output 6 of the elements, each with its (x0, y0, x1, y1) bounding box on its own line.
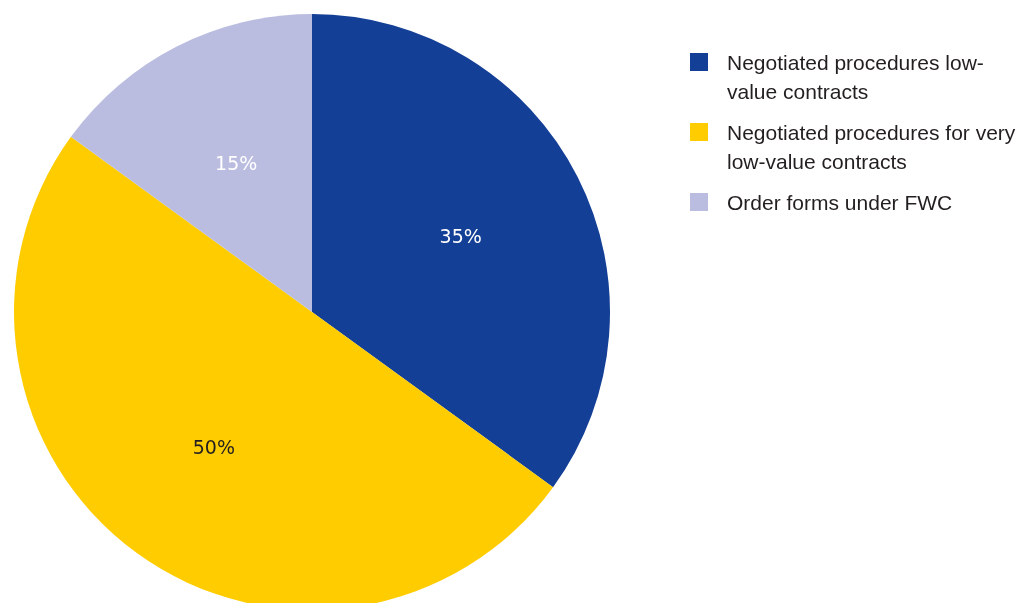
data-label: 35% (439, 225, 482, 248)
data-label: 50% (192, 436, 236, 459)
legend-label: Order forms under FWC (727, 190, 954, 216)
data-label: 15% (215, 152, 258, 175)
legend-label: Negotiated procedures low-value contracts (727, 50, 985, 105)
legend-label: Negotiated procedures for very low-value contracts (727, 120, 1017, 175)
